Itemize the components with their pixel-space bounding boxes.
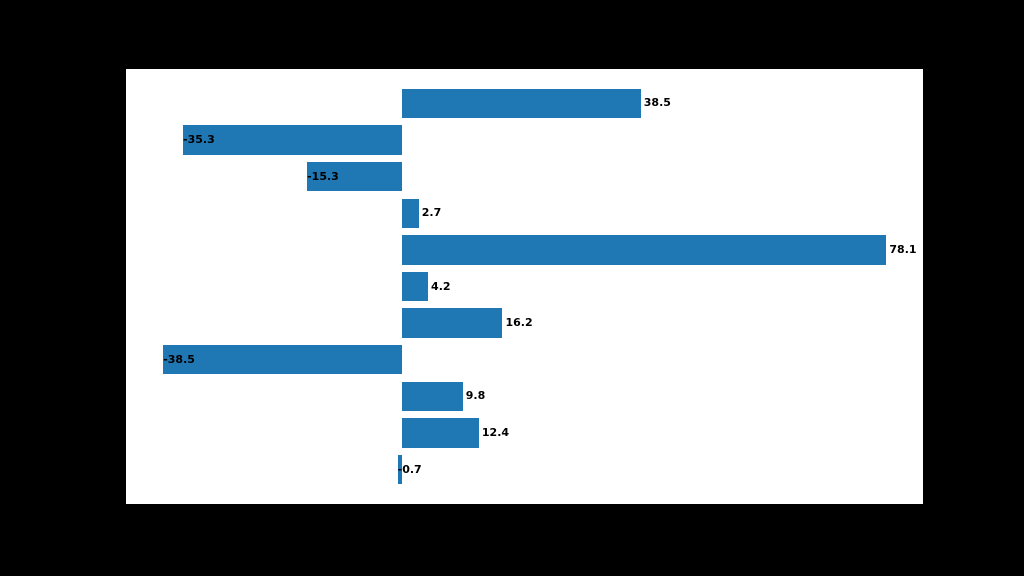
bar xyxy=(397,454,402,485)
bar-value-label: 16.2 xyxy=(505,316,533,330)
bar xyxy=(183,125,402,155)
bar-value-label: 9.8 xyxy=(465,389,486,403)
bar-value-label: 12.4 xyxy=(481,425,510,439)
bar xyxy=(307,162,402,192)
bar xyxy=(163,345,402,375)
bar xyxy=(402,271,429,302)
bar-value-label: 38.5 xyxy=(643,96,671,110)
bar-value-label: -0.7 xyxy=(397,462,422,476)
bar xyxy=(402,418,479,448)
bar xyxy=(402,198,419,228)
bar xyxy=(402,88,641,119)
bar-value-label: 2.7 xyxy=(421,206,442,220)
bar-value-label: 78.1 xyxy=(889,242,917,256)
bar xyxy=(402,308,503,338)
bar-value-label: -35.3 xyxy=(183,133,215,147)
plot-area: 38.5 -35.3 -15.3 2.7 78.1 4.2 16.2 -38.5 9.8 12.4… xyxy=(126,69,923,504)
bar-value-label: -15.3 xyxy=(307,169,339,183)
bar-value-label: 4.2 xyxy=(431,279,451,293)
bar xyxy=(402,235,887,265)
bar-value-label: -38.5 xyxy=(163,352,195,366)
bar xyxy=(402,381,463,411)
